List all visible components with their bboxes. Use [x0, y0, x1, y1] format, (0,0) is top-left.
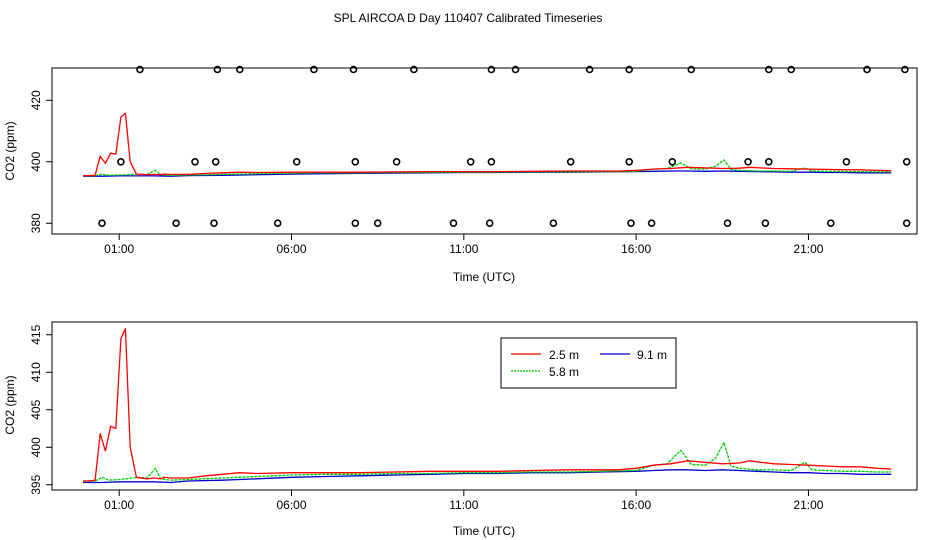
bottom-series-5-8-m [83, 442, 892, 482]
calibration-point-mid [668, 158, 677, 166]
top-y-tick-label: 420 [29, 90, 43, 110]
calibration-point-high [687, 65, 696, 74]
top-y-tick-label: 380 [29, 213, 43, 233]
legend-label-2-5m: 2.5 m [549, 348, 579, 362]
calibration-point-high [901, 65, 909, 74]
calibration-point-high [136, 65, 144, 74]
calibration-point-low [826, 219, 835, 227]
calibration-point-low [98, 219, 106, 227]
y-axis-bottom: 395 400 405 410 415 [29, 324, 52, 495]
top-series-5-8-m [83, 159, 892, 177]
calibration-point-low [449, 219, 458, 227]
chart-top: 01:00 06:00 11:00 16:00 21:00 380 400 420 Time… [3, 65, 918, 284]
calibration-point-mid [392, 158, 401, 166]
bottom-x-tick-label: 06:00 [276, 498, 306, 512]
top-y-tick-label: 400 [29, 151, 43, 171]
calibration-point-low [172, 219, 180, 227]
calibration-point-mid [487, 158, 496, 166]
calibration-point-high [787, 65, 796, 74]
legend-label-5-8m: 5.8 m [549, 365, 579, 379]
plot-frame-top [51, 67, 918, 235]
series-group-top [83, 112, 892, 177]
calibration-point-low [373, 219, 382, 227]
legend: 2.5 m 9.1 m 5.8 m [500, 337, 677, 389]
bottom-x-tick-label: 11:00 [449, 498, 478, 512]
legend-label-9-1m: 9.1 m [637, 348, 667, 362]
calibration-point-high [585, 65, 594, 74]
calibration-points-top [98, 65, 911, 227]
calibration-point-mid [764, 158, 773, 166]
x-axis-bottom: 01:00 06:00 11:00 16:00 21:00 [104, 490, 824, 512]
figure-title: SPL AIRCOA D Day 110407 Calibrated Times… [334, 11, 603, 25]
calibration-point-high [487, 65, 496, 74]
bottom-y-tick-label: 400 [29, 437, 43, 457]
calibration-point-mid [351, 158, 360, 166]
chart-bottom: 01:00 06:00 11:00 16:00 21:00 395 400 405 410 41… [3, 321, 918, 538]
calibration-point-mid [191, 158, 199, 166]
calibration-point-mid [625, 158, 634, 166]
calibration-point-mid [466, 158, 475, 166]
series-group-bottom [83, 328, 892, 484]
x-axis-label-bottom: Time (UTC) [453, 524, 515, 538]
calibration-point-high [511, 65, 520, 74]
bottom-x-tick-label: 01:00 [104, 498, 134, 512]
calibration-point-mid [292, 158, 301, 166]
bottom-y-tick-label: 410 [29, 362, 43, 382]
top-series-2-5-m [83, 112, 892, 177]
calibration-point-high [863, 65, 871, 74]
calibration-point-mid [211, 158, 220, 166]
calibration-point-mid [842, 158, 851, 166]
calibration-point-low [723, 219, 732, 227]
top-x-tick-label: 21:00 [793, 242, 823, 256]
calibration-point-low [902, 219, 911, 227]
calibration-point-low [761, 219, 770, 227]
y-axis-top: 380 400 420 [29, 90, 52, 233]
calibration-point-high [349, 65, 358, 74]
bottom-x-tick-label: 16:00 [621, 498, 651, 512]
bottom-x-tick-label: 21:00 [793, 498, 823, 512]
x-axis-label-top: Time (UTC) [453, 270, 515, 284]
bottom-y-tick-label: 405 [29, 399, 43, 419]
calibration-point-mid [566, 158, 575, 166]
plot-frame-bottom [51, 321, 918, 491]
calibration-point-high [625, 65, 634, 74]
calibration-point-mid [744, 158, 752, 166]
y-axis-label-top: CO2 (ppm) [3, 121, 17, 180]
top-x-tick-label: 06:00 [276, 242, 306, 256]
calibration-point-low [485, 219, 494, 227]
bottom-series-2-5-m [83, 328, 892, 482]
calibration-point-low [351, 219, 360, 227]
calibration-point-high [310, 65, 318, 74]
calibration-point-mid [902, 158, 911, 166]
top-x-tick-label: 11:00 [449, 242, 478, 256]
calibration-point-high [213, 65, 222, 74]
calibration-point-high [410, 65, 418, 74]
calibration-point-low [549, 219, 558, 227]
bottom-y-tick-label: 415 [29, 324, 43, 344]
bottom-series-9-1-m [83, 469, 892, 484]
calibration-point-low [647, 219, 656, 227]
top-x-tick-label: 16:00 [621, 242, 651, 256]
calibration-point-high [236, 65, 244, 74]
x-axis-top: 01:00 06:00 11:00 16:00 21:00 [104, 234, 824, 256]
calibration-point-mid [117, 158, 125, 166]
bottom-y-tick-label: 395 [29, 474, 43, 494]
legend-box [500, 337, 677, 389]
calibration-point-low [627, 219, 635, 227]
y-axis-label-bottom: CO2 (ppm) [3, 375, 17, 434]
calibration-point-low [273, 219, 282, 227]
calibration-point-low [210, 219, 218, 227]
top-x-tick-label: 01:00 [104, 242, 134, 256]
calibration-point-high [764, 65, 773, 74]
